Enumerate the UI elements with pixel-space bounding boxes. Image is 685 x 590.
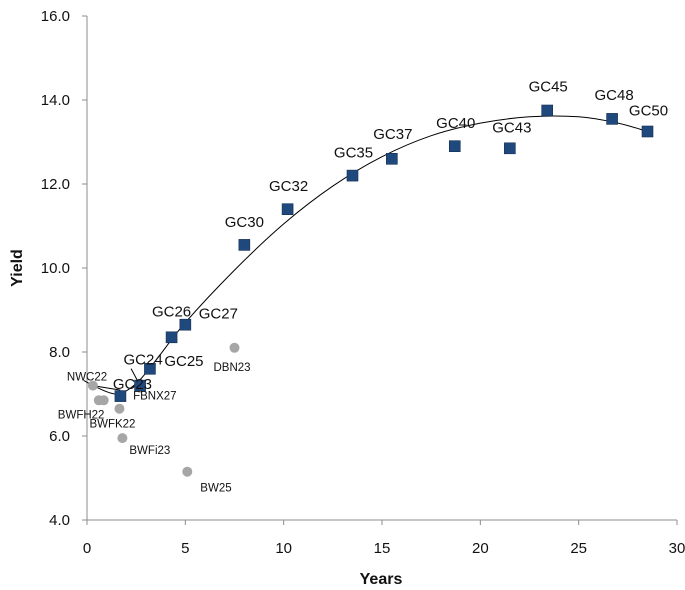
y-tick-label: 14.0 (41, 92, 70, 109)
axes (86, 16, 677, 521)
gray-point (114, 403, 125, 414)
x-tick-label: 20 (472, 540, 489, 557)
x-tick-label: 5 (181, 540, 189, 557)
other-bond-label: DBN23 (214, 362, 251, 374)
bond-point (541, 104, 554, 117)
y-tick-label: 16.0 (41, 8, 70, 25)
gray-point (117, 433, 128, 444)
x-tick-label: 15 (374, 540, 391, 557)
bond-label: GC32 (269, 178, 308, 195)
bond-point (238, 239, 251, 251)
bond-point (504, 142, 516, 155)
bond-point (281, 203, 294, 215)
y-tick-label: 4.0 (49, 512, 70, 529)
bond-label: GC24 (124, 352, 163, 369)
bond-point (165, 331, 178, 344)
x-tick-label: 0 (83, 540, 91, 557)
bond-label: GC37 (373, 126, 412, 143)
bond-label: GC23 (113, 376, 152, 393)
bond-point (386, 153, 398, 165)
bond-label: GC40 (436, 115, 475, 132)
bond-label: GC26 (152, 303, 191, 320)
x-axis-title: Years (360, 571, 403, 588)
gray-point (87, 380, 98, 391)
y-tick-label: 12.0 (41, 176, 70, 193)
bond-point (448, 140, 461, 152)
other-bond-label: NWC22 (67, 372, 107, 384)
trendline (92, 115, 648, 395)
x-tick-label: 25 (570, 540, 587, 557)
other-bond-label: BW25 (200, 483, 231, 495)
y-tick-label: 10.0 (41, 260, 70, 277)
bond-label: GC35 (334, 145, 373, 162)
bond-label: GC50 (629, 103, 668, 120)
bond-point (114, 390, 127, 402)
bond-label: GC48 (595, 87, 634, 104)
x-axis-ticks: 0 5 10 15 20 25 30 (83, 520, 685, 557)
bond-point (346, 169, 359, 182)
bond-label: GC30 (225, 214, 264, 231)
other-bond-label: BWFH22 (58, 409, 105, 421)
bond-label: GC25 (164, 353, 203, 370)
y-tick-label: 6.0 (49, 428, 70, 445)
bond-point (144, 362, 156, 375)
gray-point (98, 395, 109, 406)
bond-label: GC43 (492, 119, 531, 136)
gray-point (229, 342, 240, 353)
blue-series (114, 104, 654, 402)
bond-label: GC45 (529, 79, 568, 96)
y-tick-label: 8.0 (49, 344, 70, 361)
bond-point (606, 113, 618, 125)
x-tick-label: 30 (669, 540, 685, 557)
bond-point (134, 379, 146, 392)
other-bond-label: BWFi23 (129, 445, 170, 457)
bond-point (179, 318, 192, 331)
other-bond-label: BWFK22 (89, 419, 135, 431)
x-tick-label: 10 (275, 540, 292, 557)
bond-point (641, 125, 654, 138)
bond-label: GC27 (199, 306, 238, 323)
gray-point (182, 466, 193, 477)
other-bond-label: FBNX27 (133, 391, 176, 403)
y-axis-title: Yield (9, 249, 26, 287)
y-axis-ticks: 4.0 6.0 8.0 10.0 12.0 14.0 16.0 (41, 8, 87, 529)
